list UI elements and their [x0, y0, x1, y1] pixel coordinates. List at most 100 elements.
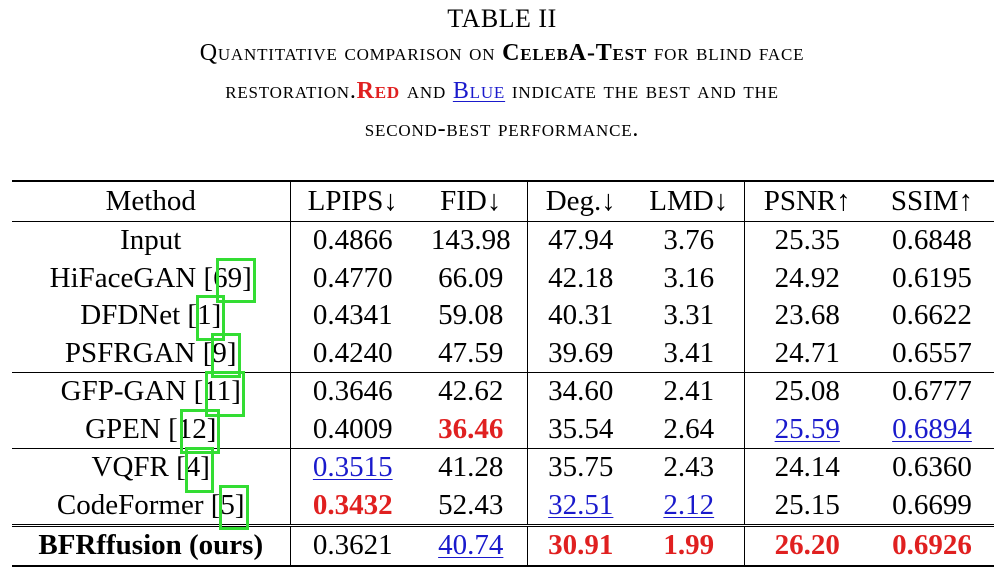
fid-value: 41.28 [415, 448, 527, 487]
citation-number: 1 [197, 299, 212, 331]
header-ssim: SSIM↑ [890, 185, 974, 217]
method-cell: DFDNet [1] [12, 295, 290, 341]
citation-highlight-box [180, 408, 221, 454]
deg-number: 39.69 [548, 336, 614, 369]
table-row: HiFaceGAN [69] 0.4770 66.09 42.18 3.16 24.92 0… [12, 257, 994, 303]
ssim-value: 0.6777 [870, 372, 994, 411]
lmd-value: 2.12 [634, 487, 744, 526]
psnr-number: 25.15 [774, 488, 840, 521]
ssim-number: 0.6360 [892, 451, 972, 483]
psnr-value: 26.20 [743, 524, 870, 566]
lmd-number: 3.16 [663, 261, 715, 294]
deg-value: 30.91 [526, 524, 634, 566]
lmd-number: 1.99 [663, 529, 715, 561]
lmd-value: 2.43 [634, 448, 744, 487]
method-cell: Input [12, 222, 290, 260]
citation-link[interactable]: [11] [194, 371, 245, 417]
citation-highlight-box [205, 371, 245, 417]
lpips-number: 0.4770 [312, 261, 393, 294]
fid-value: 66.09 [415, 260, 527, 298]
fid-number: 59.08 [438, 299, 504, 331]
ssim-value: 0.6360 [870, 448, 994, 487]
fid-number: 47.59 [438, 336, 504, 369]
citation-highlight-box [215, 257, 256, 303]
fid-value: 36.46 [415, 411, 527, 449]
deg-number: 34.60 [548, 375, 614, 407]
fid-number: 36.46 [438, 412, 504, 445]
lpips-value: 0.3621 [289, 524, 415, 566]
method-name: CodeFormer [56, 488, 211, 521]
lmd-value: 3.16 [634, 260, 744, 298]
header-deg: Deg.↓ [526, 181, 634, 222]
ssim-number: 0.6557 [892, 336, 972, 369]
deg-value: 35.54 [526, 410, 634, 449]
ssim-number: 0.6195 [892, 261, 972, 294]
header-lpips: LPIPS↓ [289, 181, 415, 222]
lpips-value: 0.3432 [289, 486, 415, 526]
deg-value: 34.60 [526, 372, 634, 411]
lpips-value: 0.4240 [289, 334, 415, 373]
table-row: GFP-GAN [11] 0.3646 42.62 34.60 2.41 25.08 0.6… [12, 371, 994, 417]
citation-link[interactable]: [9] [203, 332, 241, 378]
ssim-number: 0.6622 [892, 299, 972, 331]
table-row: DFDNet [1] 0.4341 59.08 40.31 3.31 23.68 0.662… [12, 295, 994, 341]
lpips-number: 0.4009 [312, 412, 393, 445]
method-cell: PSFRGAN [9] [12, 332, 290, 378]
method-cell: VQFR [4] [12, 447, 290, 493]
ssim-value: 0.6894 [870, 411, 994, 449]
fid-number: 41.28 [438, 451, 504, 483]
method-name: BFRffusion (ours) [38, 529, 264, 561]
citation-link[interactable]: [69] [203, 257, 256, 303]
ssim-value: 0.6557 [870, 335, 994, 373]
fid-value: 42.62 [415, 372, 527, 411]
lmd-value: 2.64 [634, 411, 744, 449]
psnr-value: 24.71 [743, 334, 870, 373]
citation-number: 5 [220, 488, 235, 521]
caption-line-2: restoration.Red and Blue indicate the be… [225, 78, 779, 104]
fid-number: 52.43 [438, 488, 504, 521]
psnr-value: 25.08 [743, 372, 870, 411]
lpips-number: 0.4240 [312, 336, 393, 369]
lpips-number: 0.4341 [312, 299, 393, 331]
ssim-value: 0.6926 [870, 524, 994, 566]
psnr-number: 25.35 [774, 224, 840, 256]
fid-number: 66.09 [438, 261, 504, 294]
method-name: GFP-GAN [60, 375, 194, 407]
citation-highlight-box [219, 484, 249, 530]
results-table: Method LPIPS↓ FID↓ Deg.↓ LMD↓ PSNR↑ SSIM… [12, 180, 994, 567]
psnr-value: 24.14 [743, 448, 870, 487]
citation-link[interactable]: [12] [168, 408, 221, 454]
psnr-number: 25.59 [774, 412, 840, 445]
method-cell: BFRffusion (ours) [12, 524, 290, 566]
fid-number: 143.98 [430, 224, 511, 256]
method-name: VQFR [91, 451, 177, 483]
ssim-number: 0.6699 [892, 488, 972, 521]
citation-link[interactable]: [5] [211, 484, 249, 530]
psnr-number: 24.92 [774, 261, 840, 294]
citation-link[interactable]: [1] [187, 295, 226, 341]
psnr-value: 24.92 [743, 259, 870, 297]
deg-value: 32.51 [526, 486, 634, 526]
table-row: PSFRGAN [9] 0.4240 47.59 39.69 3.41 24.71 0.65… [12, 332, 994, 378]
ssim-value: 0.6848 [870, 222, 994, 260]
caption-line-1: Quantitative comparison on CelebA-Test f… [199, 40, 805, 66]
citation-number: 4 [185, 451, 201, 483]
fid-number: 40.74 [438, 529, 504, 561]
method-name: Input [120, 224, 182, 256]
lmd-number: 2.64 [663, 412, 715, 445]
method-name: GPEN [85, 412, 169, 445]
citation-highlight-box [184, 447, 214, 493]
lpips-number: 0.3646 [312, 375, 393, 407]
table-row: BFRffusion (ours) 0.3621 40.74 30.91 1.99 26.… [12, 524, 994, 566]
ssim-value: 0.6699 [870, 487, 994, 526]
deg-number: 32.51 [548, 488, 614, 521]
table-row: CodeFormer [5] 0.3432 52.43 32.51 2.12 25.15 0… [12, 484, 994, 530]
lmd-number: 3.76 [663, 224, 715, 256]
lpips-value: 0.4009 [289, 410, 415, 449]
citation-link[interactable]: [4] [176, 447, 214, 493]
citation-highlight-box [211, 332, 241, 378]
table-row: Input 0.4866 143.98 47.94 3.76 25.35 0.6848 [12, 221, 994, 260]
caption-dataset-name: CelebA-Test [502, 40, 648, 66]
header-fid: FID↓ [440, 185, 502, 217]
psnr-value: 25.59 [743, 410, 870, 449]
